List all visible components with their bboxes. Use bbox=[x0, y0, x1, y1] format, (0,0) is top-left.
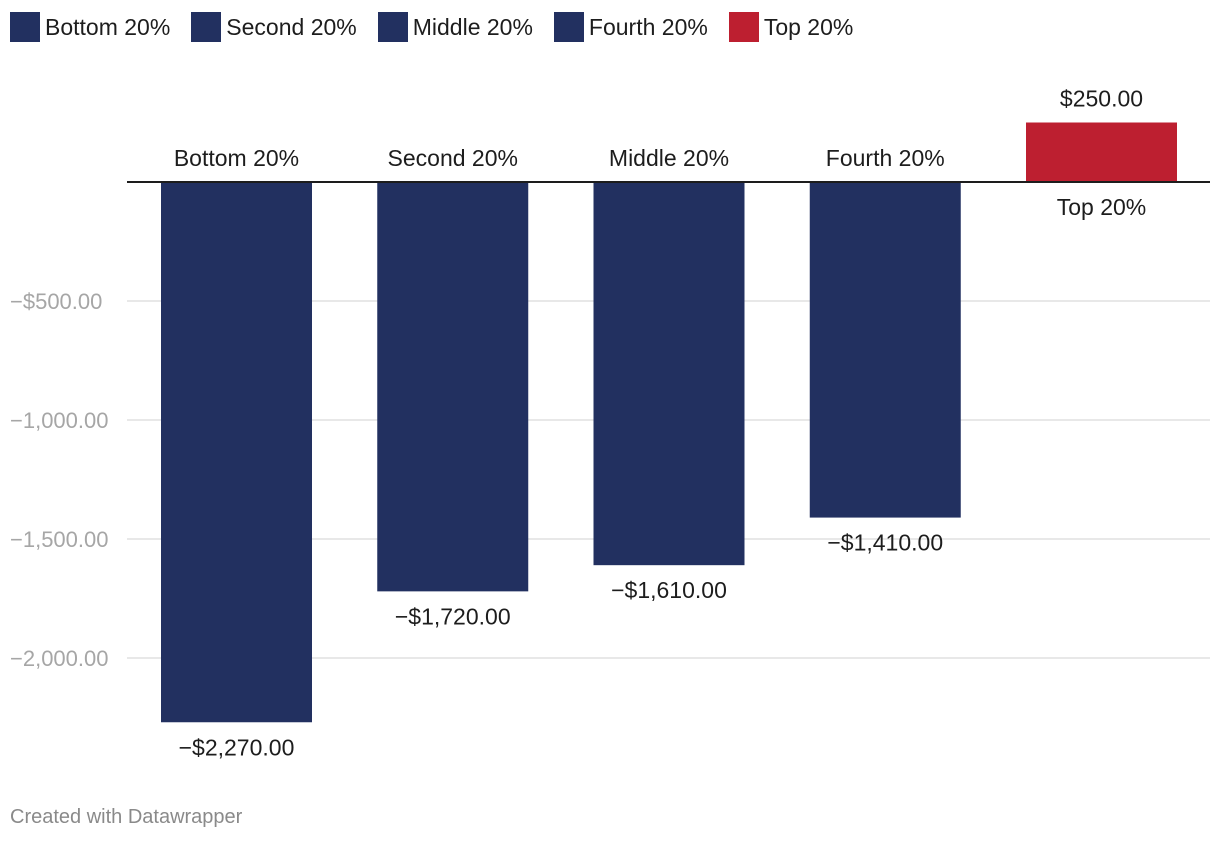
data-label: −$1,610.00 bbox=[611, 577, 727, 603]
legend: Bottom 20% Second 20% Middle 20% Fourth 20%… bbox=[10, 11, 874, 43]
y-tick-label: −1,000.00 bbox=[10, 408, 108, 433]
y-tick-label: −$500.00 bbox=[10, 289, 102, 314]
data-label: −$1,410.00 bbox=[827, 530, 943, 556]
bar-chart: −$500.00 −1,000.00 −1,500.00 −2,000.00 Botto… bbox=[10, 86, 1210, 760]
legend-item: Middle 20% bbox=[377, 12, 533, 42]
legend-swatch bbox=[553, 12, 584, 42]
category-label: Fourth 20% bbox=[826, 145, 945, 171]
data-label: $250.00 bbox=[1060, 86, 1143, 112]
legend-swatch bbox=[728, 12, 759, 42]
legend-item: Second 20% bbox=[191, 12, 357, 42]
legend-label: Second 20% bbox=[226, 13, 357, 40]
legend-label: Bottom 20% bbox=[45, 13, 171, 40]
data-label: −$1,720.00 bbox=[395, 603, 511, 629]
category-label: Top 20% bbox=[1057, 194, 1147, 220]
category-label: Second 20% bbox=[388, 145, 518, 171]
bar bbox=[809, 182, 961, 518]
bar bbox=[593, 182, 745, 566]
legend-label: Fourth 20% bbox=[588, 13, 708, 40]
y-tick-label: −1,500.00 bbox=[10, 527, 108, 552]
legend-item: Bottom 20% bbox=[10, 12, 170, 42]
bar bbox=[377, 182, 529, 592]
legend-item: Fourth 20% bbox=[553, 12, 708, 42]
legend-label: Top 20% bbox=[763, 13, 854, 40]
legend-swatch bbox=[377, 12, 408, 42]
legend-label: Middle 20% bbox=[412, 13, 533, 40]
bar bbox=[1026, 122, 1177, 182]
y-tick-label: −2,000.00 bbox=[10, 646, 108, 671]
category-label: Middle 20% bbox=[609, 145, 729, 171]
footer-credit[interactable]: Created with Datawrapper bbox=[10, 806, 243, 828]
data-label: −$2,270.00 bbox=[179, 734, 295, 760]
bar bbox=[161, 182, 312, 723]
legend-swatch bbox=[10, 12, 40, 42]
legend-swatch bbox=[191, 12, 222, 42]
category-label: Bottom 20% bbox=[174, 145, 299, 171]
legend-item: Top 20% bbox=[728, 12, 854, 42]
